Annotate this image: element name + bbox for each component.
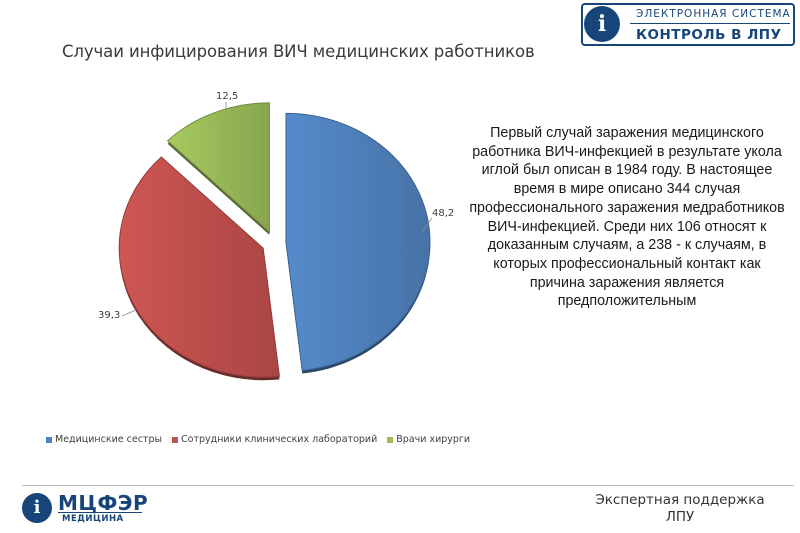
- info-logo-icon: i: [584, 6, 620, 42]
- logo-top-line1: ЭЛЕКТРОННАЯ СИСТЕМА: [636, 8, 791, 20]
- legend-item-2: Сотрудники клинических лабораторий: [172, 434, 377, 445]
- mcfer-logo-underline: [58, 512, 142, 513]
- leader-line-1: [421, 217, 433, 233]
- pie-slice-2: [118, 156, 281, 378]
- legend-label-2: Сотрудники клинических лабораторий: [181, 434, 378, 445]
- description-text: Первый случай заражения медицинского раб…: [469, 125, 785, 310]
- legend-item-1: Медицинские сестры: [46, 434, 162, 445]
- legend-item-3: Врачи хирурги: [387, 434, 470, 445]
- logo-divider: [630, 23, 790, 24]
- pie-slice-3: [166, 102, 270, 234]
- footer-divider: [22, 485, 794, 486]
- legend-swatch-2: [172, 436, 178, 443]
- footer-tagline: Экспертная поддержка ЛПУ: [595, 492, 765, 525]
- logo-top-line2: КОНТРОЛЬ В ЛПУ: [636, 27, 782, 43]
- mcfer-logo-name[interactable]: МЦФЭР: [58, 491, 149, 515]
- leader-line-2: [121, 309, 137, 317]
- mcfer-logo-icon: i: [22, 493, 52, 523]
- legend-swatch-1: [46, 436, 52, 443]
- chart-title: Случаи инфицирования ВИЧ медицинских раб…: [62, 42, 535, 61]
- legend-swatch-3: [387, 436, 394, 443]
- chart-legend: Медицинские сестры Сотрудники клинических…: [46, 434, 470, 445]
- legend-label-1: Медицинские сестры: [55, 434, 162, 445]
- data-label-1: 48,2: [432, 208, 454, 219]
- pie-slice-1: [285, 112, 431, 372]
- mcfer-logo-sub: МЕДИЦИНА: [62, 514, 124, 524]
- legend-label-3: Врачи хирурги: [396, 434, 471, 445]
- data-label-3: 12,5: [216, 91, 238, 102]
- data-label-2: 39,3: [98, 310, 120, 321]
